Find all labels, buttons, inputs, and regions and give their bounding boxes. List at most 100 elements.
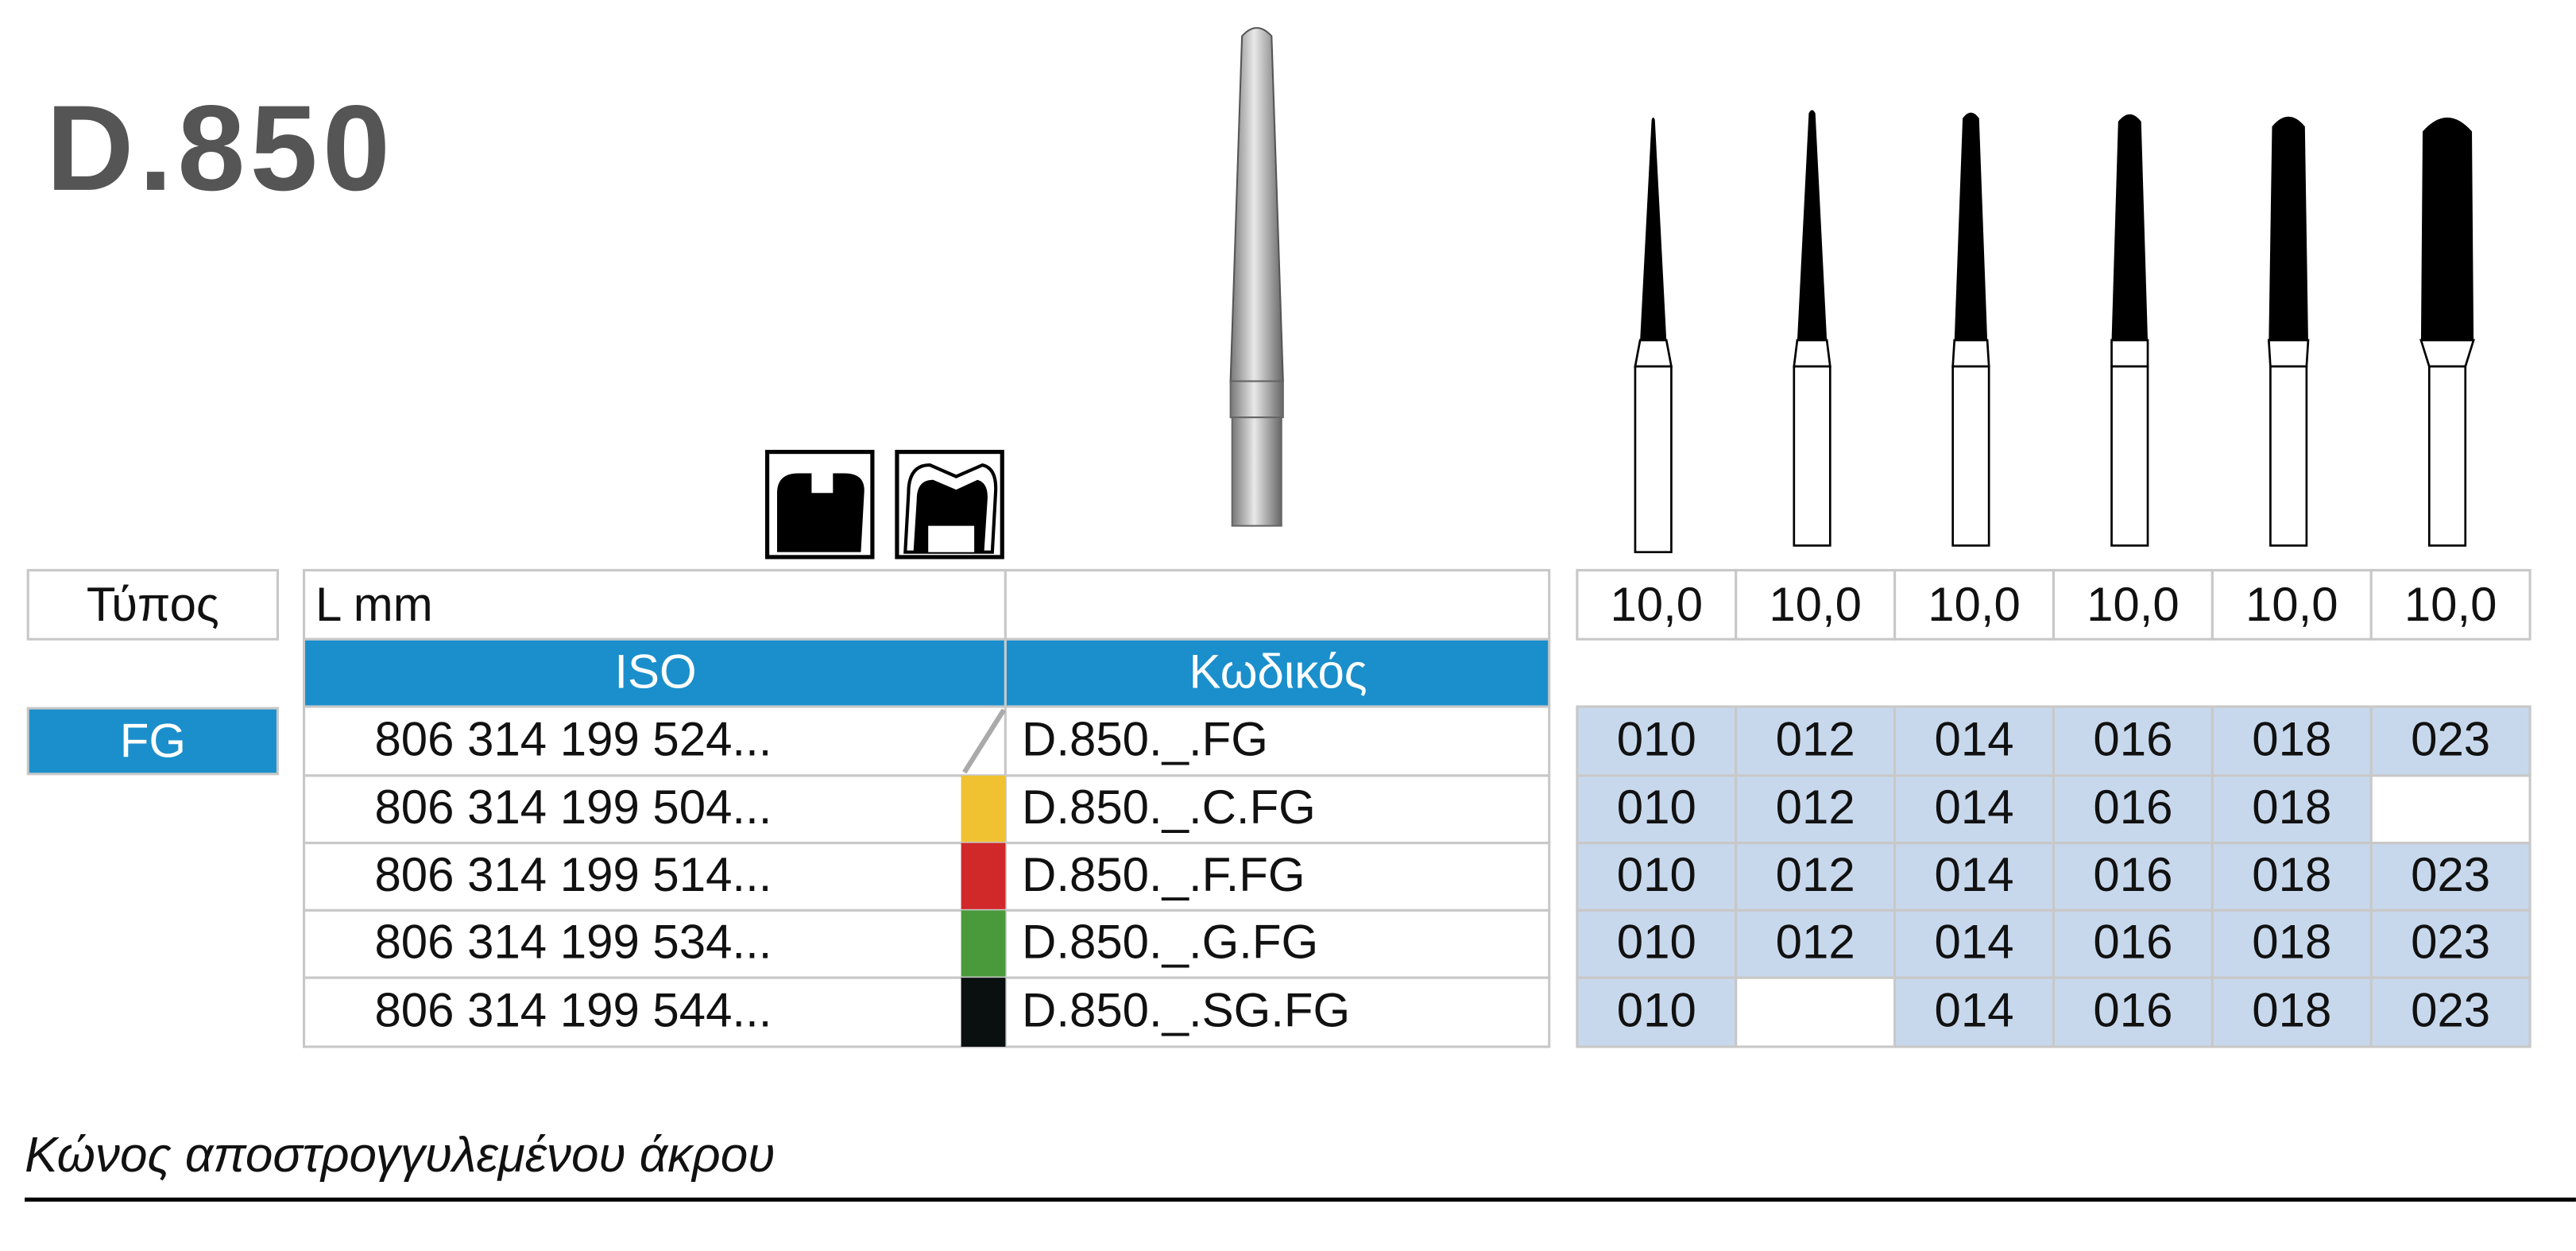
bur-neck <box>1634 339 1673 368</box>
bur-neck <box>2419 339 2475 368</box>
bur-shank <box>1634 365 1673 554</box>
iso-cell <box>303 774 1007 845</box>
iso-header-cell <box>303 637 1007 708</box>
type-value: FG <box>120 714 186 767</box>
bur-head <box>2269 116 2308 340</box>
size-cell <box>2369 705 2532 777</box>
length-cell <box>1893 568 2056 641</box>
size-cell <box>2052 705 2214 777</box>
bur-shank <box>1793 365 1831 547</box>
size: 018 <box>2252 984 2331 1037</box>
color-stripe <box>961 978 1006 1048</box>
size-cell <box>2210 842 2373 912</box>
size-cell <box>1735 842 1897 912</box>
icon-crown <box>895 449 1004 560</box>
icon-preparation <box>765 449 875 560</box>
bur-image <box>1229 27 1284 527</box>
caption: Κώνος αποστρογγυλεμένου άκρου <box>25 1128 775 1183</box>
bur-head <box>1640 117 1667 340</box>
iso-header: ISO <box>614 645 696 699</box>
length-cell <box>2052 568 2214 641</box>
code-cell <box>1004 908 1551 979</box>
size-cell <box>1576 908 1738 979</box>
size: 018 <box>2252 780 2331 834</box>
size: 012 <box>1776 712 1855 765</box>
code: D.850._.FG <box>1022 712 1268 765</box>
length: 10,0 <box>2087 578 2180 631</box>
iso-number: 806 314 199 504... <box>374 780 772 834</box>
size-cell <box>2369 976 2532 1048</box>
size-cell <box>1735 705 1897 777</box>
bur-shank <box>2269 365 2308 547</box>
size: 018 <box>2252 848 2331 901</box>
empty-cell <box>1004 568 1551 641</box>
size: 023 <box>2411 712 2490 765</box>
size: 010 <box>1617 712 1696 765</box>
size: 016 <box>2093 848 2172 901</box>
size: 014 <box>1935 780 2014 834</box>
bur-head <box>1797 110 1828 340</box>
size: 016 <box>2093 916 2172 969</box>
size: 018 <box>2252 712 2331 765</box>
bur-shank <box>2427 365 2467 547</box>
iso-number: 806 314 199 524... <box>374 712 772 765</box>
color-stripe <box>961 842 1006 911</box>
length: 10,0 <box>1610 578 1703 631</box>
length-cell <box>1735 568 1897 641</box>
size: 023 <box>2411 916 2490 969</box>
color-stripe <box>961 910 1006 978</box>
title: D.850 <box>46 81 395 216</box>
length: 10,0 <box>1928 578 2021 631</box>
size: 023 <box>2411 848 2490 901</box>
size: 016 <box>2093 780 2172 834</box>
size: 010 <box>1617 780 1696 834</box>
bur-neck <box>2110 339 2149 368</box>
table-rows: 10,0 10,0 10,0 10,0 10,0 10,0 806 314 199 524.… <box>303 568 2532 1048</box>
length-cell <box>1576 568 1738 641</box>
iso-cell <box>303 705 1007 777</box>
size: 016 <box>2093 984 2172 1037</box>
bur-neck <box>2267 339 2310 368</box>
code: D.850._.SG.FG <box>1022 984 1350 1037</box>
size: 012 <box>1776 916 1855 969</box>
size-cell <box>1576 774 1738 845</box>
size: 012 <box>1776 848 1855 901</box>
code: D.850._.C.FG <box>1022 780 1316 834</box>
bur-head <box>1954 112 1988 340</box>
size-cell <box>1735 976 1897 1048</box>
size: 014 <box>1935 848 2014 901</box>
size: 014 <box>1935 712 2014 765</box>
size: 014 <box>1935 916 2014 969</box>
size: 012 <box>1776 780 1855 834</box>
size: 016 <box>2093 712 2172 765</box>
size-cell <box>2210 774 2373 845</box>
size-cell <box>2369 774 2532 845</box>
size-cell <box>2210 976 2373 1048</box>
type-label: Τύπος <box>87 578 219 631</box>
size-cell <box>1893 976 2056 1048</box>
iso-number: 806 314 199 514... <box>374 848 772 901</box>
length: 10,0 <box>2245 578 2338 631</box>
size-cell <box>1893 774 2056 845</box>
color-stripe <box>961 775 1006 843</box>
size-cell <box>1735 908 1897 979</box>
iso-number: 806 314 199 544... <box>374 984 772 1037</box>
bur-shank <box>2110 365 2149 547</box>
bur-shank <box>1951 365 1990 547</box>
size-cell <box>1893 908 2056 979</box>
code-cell <box>1004 842 1551 912</box>
size-cell <box>1576 976 1738 1048</box>
size: 010 <box>1617 848 1696 901</box>
bur-silhouettes <box>1634 110 2475 554</box>
size: 010 <box>1617 984 1696 1037</box>
size: 018 <box>2252 916 2331 969</box>
bur-head <box>2111 114 2149 340</box>
length-cell <box>2369 568 2532 641</box>
bur-neck <box>1951 339 1990 368</box>
size: 023 <box>2411 984 2490 1037</box>
length: 10,0 <box>2404 578 2497 631</box>
iso-number: 806 314 199 534... <box>374 916 772 969</box>
code-cell <box>1004 976 1551 1048</box>
